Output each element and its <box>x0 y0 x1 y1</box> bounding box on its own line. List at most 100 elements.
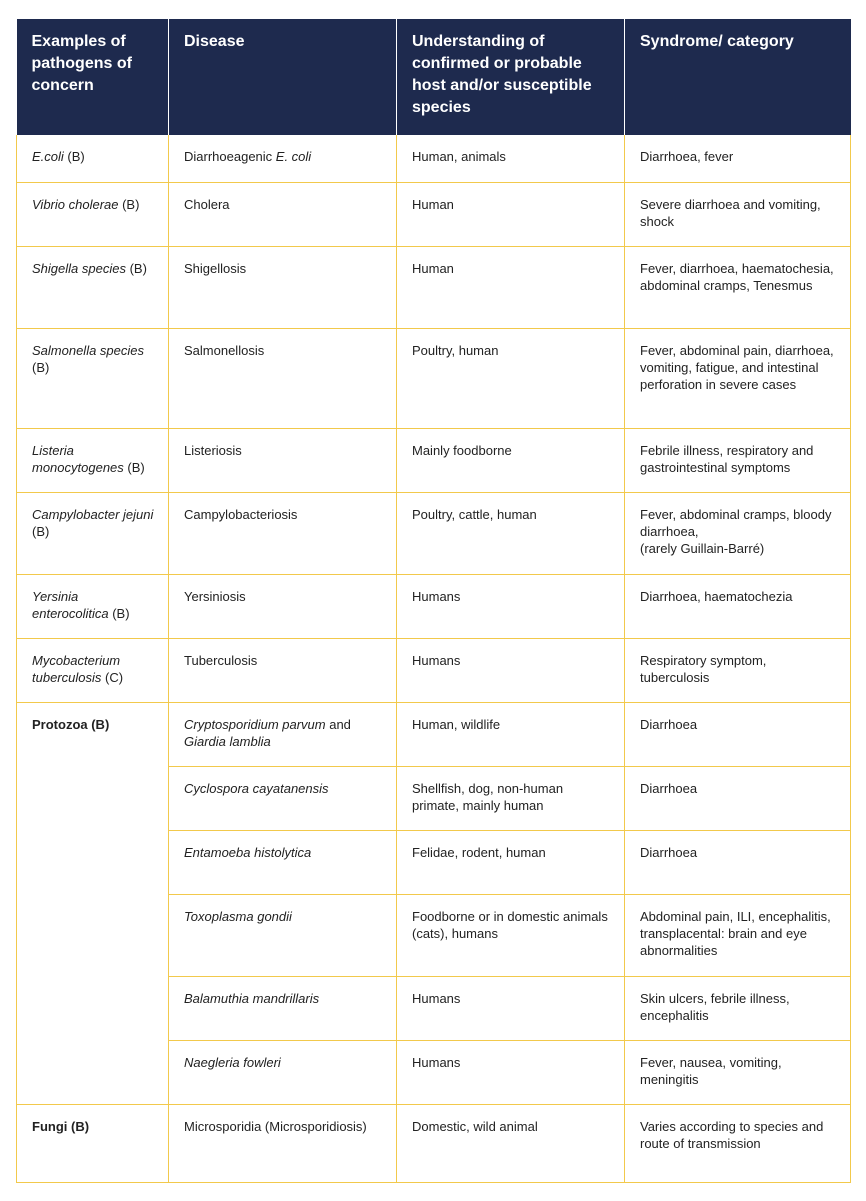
syndrome-text: Severe diarrhoea and vomiting, shock <box>640 196 821 229</box>
host-cell: Humans <box>396 638 625 703</box>
header-disease: Disease <box>168 19 397 135</box>
syndrome-text: Skin ulcers, febrile illness, encephalit… <box>640 990 790 1023</box>
pathogen-table-container: Examples of pathogens of concern Disease… <box>16 19 851 1183</box>
host-cell: Poultry, cattle, human <box>396 492 625 575</box>
pathogen-cell: Salmonella species (B) <box>16 328 169 429</box>
pathogen-group-cell: Fungi (B) <box>16 1104 169 1183</box>
syndrome-cell: Fever, abdominal pain, diarrhoea, vomiti… <box>624 328 851 429</box>
host-species: Humans <box>412 990 461 1006</box>
syndrome-text: Diarrhoea <box>640 780 698 796</box>
protozoa-label: Protozoa (B) <box>32 716 110 732</box>
disease-name-italic: Giardia lamblia <box>184 733 271 749</box>
host-cell: Humans <box>396 574 625 639</box>
disease-name: Diarrhoeagenic <box>184 149 276 164</box>
pathogen-group: (C) <box>101 669 124 685</box>
table-row: Salmonella species (B) Salmonellosis Poult… <box>16 328 851 429</box>
host-species: Humans <box>412 588 461 604</box>
disease-name-italic: Cyclospora cayatanensis <box>184 780 329 796</box>
disease-cell: Salmonellosis <box>168 328 397 429</box>
syndrome-cell: Fever, diarrhoea, haematochesia, abdomin… <box>624 246 851 329</box>
pathogen-group: (B) <box>118 196 140 212</box>
host-cell: Humans <box>396 976 625 1041</box>
header-host: Understanding of confirmed or probable h… <box>396 19 625 135</box>
pathogen-name: E.coli <box>32 149 64 164</box>
pathogen-group: (B) <box>125 260 147 276</box>
host-cell: Domestic, wild animal <box>396 1104 625 1183</box>
syndrome-cell: Diarrhoea <box>624 830 851 895</box>
host-cell: Human <box>396 246 625 329</box>
syndrome-cell: Respiratory symptom, tuberculosis <box>624 638 851 703</box>
disease-cell: Diarrhoeagenic E. coli <box>168 135 397 183</box>
syndrome-cell: Diarrhoea, haematochezia <box>624 574 851 639</box>
table-row: Naegleria fowleri Humans Fever, nausea, vo… <box>17 1040 851 1105</box>
disease-name: Cholera <box>184 196 230 212</box>
syndrome-cell: Varies according to species and route of… <box>624 1104 851 1183</box>
table-row: Yersinia enterocolitica (B) Yersiniosis Hu… <box>16 574 851 639</box>
header-row: Examples of pathogens of concern Disease… <box>16 19 851 135</box>
fungi-label: Fungi (B) <box>32 1118 90 1134</box>
host-cell: Humans <box>396 1040 625 1105</box>
host-species: Shellfish, dog, non-human primate, mainl… <box>412 780 564 813</box>
disease-cell: Naegleria fowleri <box>168 1040 397 1105</box>
pathogen-name: Salmonella species <box>32 342 145 358</box>
disease-cell: Tuberculosis <box>168 638 397 703</box>
disease-name-italic: Entamoeba histolytica <box>184 844 312 860</box>
host-species: Human <box>412 260 454 276</box>
pathogen-group: (B) <box>32 359 50 375</box>
host-cell: Mainly foodborne <box>396 428 625 493</box>
disease-name: Microsporidia (Microsporidiosis) <box>184 1118 367 1134</box>
disease-name-italic: Cryptosporidium parvum <box>184 716 326 732</box>
syndrome-text: Fever, nausea, vomiting, meningitis <box>640 1054 782 1087</box>
syndrome-text: Diarrhoea <box>640 844 698 860</box>
pathogen-group: (B) <box>108 605 130 621</box>
disease-cell: Balamuthia mandrillaris <box>168 976 397 1041</box>
syndrome-text: Respiratory symptom, tuberculosis <box>640 652 767 685</box>
syndrome-cell: Severe diarrhoea and vomiting, shock <box>624 182 851 247</box>
pathogen-group: (B) <box>32 523 50 539</box>
syndrome-text: Diarrhoea <box>640 716 698 732</box>
host-species: Felidae, rodent, human <box>412 844 546 860</box>
disease-name: Salmonellosis <box>184 342 265 358</box>
host-cell: Human, wildlife <box>396 702 625 767</box>
syndrome-cell: Febrile illness, respiratory and gastroi… <box>624 428 851 493</box>
syndrome-text: Fever, abdominal pain, diarrhoea, vomiti… <box>640 342 834 392</box>
pathogen-cell: Listeria monocytogenes (B) <box>16 428 169 493</box>
pathogen-cell: Mycobacterium tuberculosis (C) <box>16 638 169 703</box>
pathogen-group: (B) <box>123 459 145 475</box>
disease-name-italic: Naegleria fowleri <box>184 1054 281 1070</box>
table-row: Protozoa (B) Cryptosporidium parvum and G… <box>16 702 851 1105</box>
table-row: E.coli (B) Diarrhoeagenic E. coli Human, a… <box>16 135 851 183</box>
pathogen-name: Vibrio cholerae <box>32 196 119 212</box>
host-species: Poultry, cattle, human <box>412 506 537 522</box>
disease-cell: Cyclospora cayatanensis <box>168 766 397 831</box>
table-row: Campylobacter jejuni (B) Campylobacterios… <box>16 492 851 575</box>
syndrome-cell: Diarrhoea <box>624 702 851 767</box>
disease-name-italic: Balamuthia mandrillaris <box>184 990 320 1006</box>
pathogen-name: Mycobacterium tuberculosis <box>32 652 121 685</box>
disease-name: Listeriosis <box>184 442 242 458</box>
header-syndrome: Syndrome/ category <box>624 19 851 135</box>
syndrome-cell: Diarrhoea, fever <box>624 135 851 183</box>
pathogen-cell: Campylobacter jejuni (B) <box>16 492 169 575</box>
table-row: Entamoeba histolytica Felidae, rodent, hu… <box>17 830 851 895</box>
disease-cell: Shigellosis <box>168 246 397 329</box>
pathogen-cell: E.coli (B) <box>16 135 169 183</box>
disease-cell: Yersiniosis <box>168 574 397 639</box>
table-row: Vibrio cholerae (B) Cholera Human Severe di… <box>16 182 851 247</box>
disease-name: Yersiniosis <box>184 588 246 604</box>
syndrome-cell: Fever, nausea, vomiting, meningitis <box>624 1040 851 1105</box>
pathogen-group-cell: Protozoa (B) <box>16 702 169 1105</box>
disease-name-italic: E. coli <box>275 149 312 164</box>
table-row: Shigella species (B) Shigellosis Human Feve… <box>16 246 851 329</box>
host-cell: Human <box>396 182 625 247</box>
disease-name: Shigellosis <box>184 260 247 276</box>
syndrome-cell: Diarrhoea <box>624 766 851 831</box>
pathogen-name: Yersinia enterocolitica <box>32 588 109 621</box>
disease-cell: Cholera <box>168 182 397 247</box>
disease-cell: Cryptosporidium parvum and Giardia lambl… <box>168 702 397 767</box>
host-cell: Felidae, rodent, human <box>396 830 625 895</box>
disease-cell: Entamoeba histolytica <box>168 830 397 895</box>
disease-cell: Toxoplasma gondii <box>168 894 397 977</box>
table-row: Listeria monocytogenes (B) Listeriosis Mai… <box>16 428 851 493</box>
host-species: Foodborne or in domestic animals (cats),… <box>412 908 608 941</box>
